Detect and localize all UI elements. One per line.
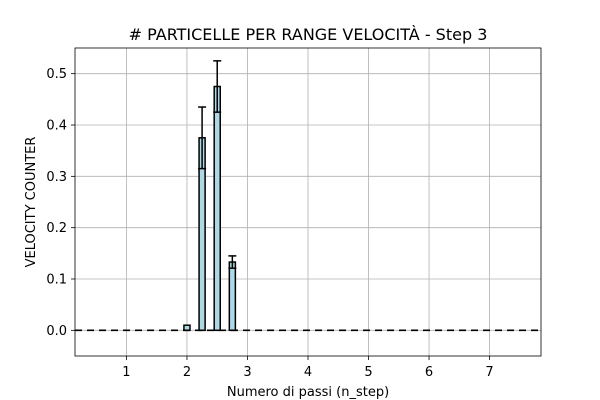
bar-3 [228,261,237,332]
y-tick-label: 0.5 [46,67,67,82]
y-tick-label: 0.3 [46,170,67,185]
x-axis-label: Numero di passi (n_step) [227,385,389,400]
y-tick-label: 0.1 [46,273,67,288]
y-tick-label: 0.0 [46,324,67,339]
x-tick-label: 1 [122,365,130,380]
y-axis-label: VELOCITY COUNTER [24,137,39,268]
bars [183,85,237,332]
x-tick-label: 2 [183,365,191,380]
y-axis-ticks: 0.0 0.1 0.2 0.3 0.4 0.5 [46,67,75,339]
error-bars [198,60,237,269]
x-tick-label: 3 [243,365,251,380]
y-tick-label: 0.4 [46,119,67,134]
x-tick-label: 7 [485,365,493,380]
y-tick-label: 0.2 [46,221,67,236]
x-tick-label: 5 [364,365,372,380]
x-axis-ticks: 1 2 3 4 5 6 7 [122,356,494,380]
chart-title: # PARTICELLE PER RANGE VELOCITÀ - Step 3 [129,25,488,44]
grid-lines [75,48,541,356]
x-tick-label: 4 [304,365,312,380]
x-tick-label: 6 [425,365,433,380]
bar-2 [213,85,221,332]
